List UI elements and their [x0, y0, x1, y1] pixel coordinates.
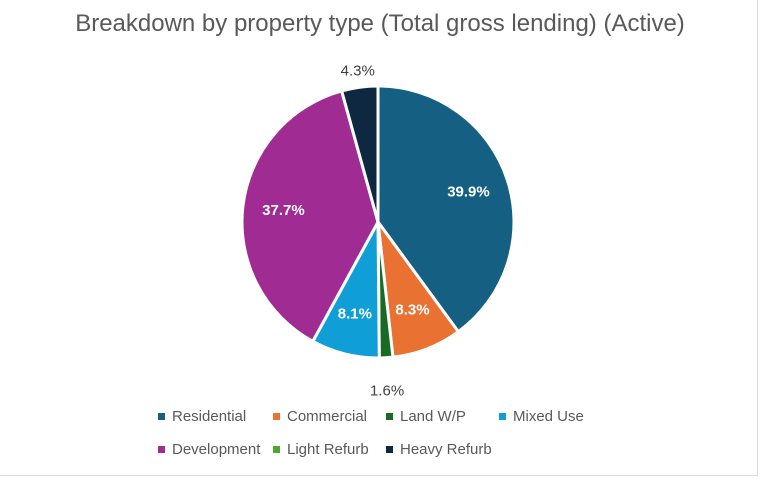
legend-item-mixed-use: Mixed Use: [499, 408, 584, 425]
legend-label: Residential: [172, 408, 247, 425]
chart-title: Breakdown by property type (Total gross …: [75, 10, 685, 37]
legend-label: Development: [172, 441, 261, 458]
legend-item-development: Development: [158, 441, 260, 458]
legend-item-light-refurb: Light Refurb: [273, 441, 369, 458]
legend-item-heavy-refurb: Heavy Refurb: [386, 441, 492, 458]
legend-label: Land W/P: [400, 408, 466, 425]
data-label-commercial: 8.3%: [395, 302, 429, 319]
legend-swatch: [273, 413, 280, 420]
legend-item-land-w-p: Land W/P: [386, 408, 466, 425]
data-label-residential: 39.9%: [447, 183, 490, 200]
pie-labels: 39.9% 8.3% 1.6% 8.1% 37.7% 4.3%: [262, 62, 490, 399]
legend-swatch: [386, 446, 393, 453]
legend-label: Heavy Refurb: [400, 441, 492, 458]
legend-item-residential: Residential: [158, 408, 246, 425]
data-label-mixed-use: 8.1%: [338, 305, 372, 322]
legend-swatch: [158, 413, 165, 420]
legend-label: Commercial: [287, 408, 368, 425]
legend-label: Mixed Use: [513, 408, 584, 425]
pie-chart: 39.9% 8.3% 1.6% 8.1% 37.7% 4.3%: [240, 62, 516, 400]
legend-swatch: [386, 413, 393, 420]
pie-slice-heavy-refurb: [340, 84, 380, 224]
legend-swatch: [158, 446, 165, 453]
data-label-heavy-refurb: 4.3%: [341, 62, 375, 79]
data-label-development: 37.7%: [262, 202, 305, 219]
legend-swatch: [499, 413, 506, 420]
data-label-land-w-p: 1.6%: [370, 383, 404, 400]
legend-item-commercial: Commercial: [273, 408, 367, 425]
pie-slice-development: [240, 89, 380, 343]
legend-label: Light Refurb: [287, 441, 369, 458]
legend-swatch: [273, 446, 280, 453]
pie-slice-residential: [376, 84, 516, 334]
pie-slices: [240, 84, 516, 360]
